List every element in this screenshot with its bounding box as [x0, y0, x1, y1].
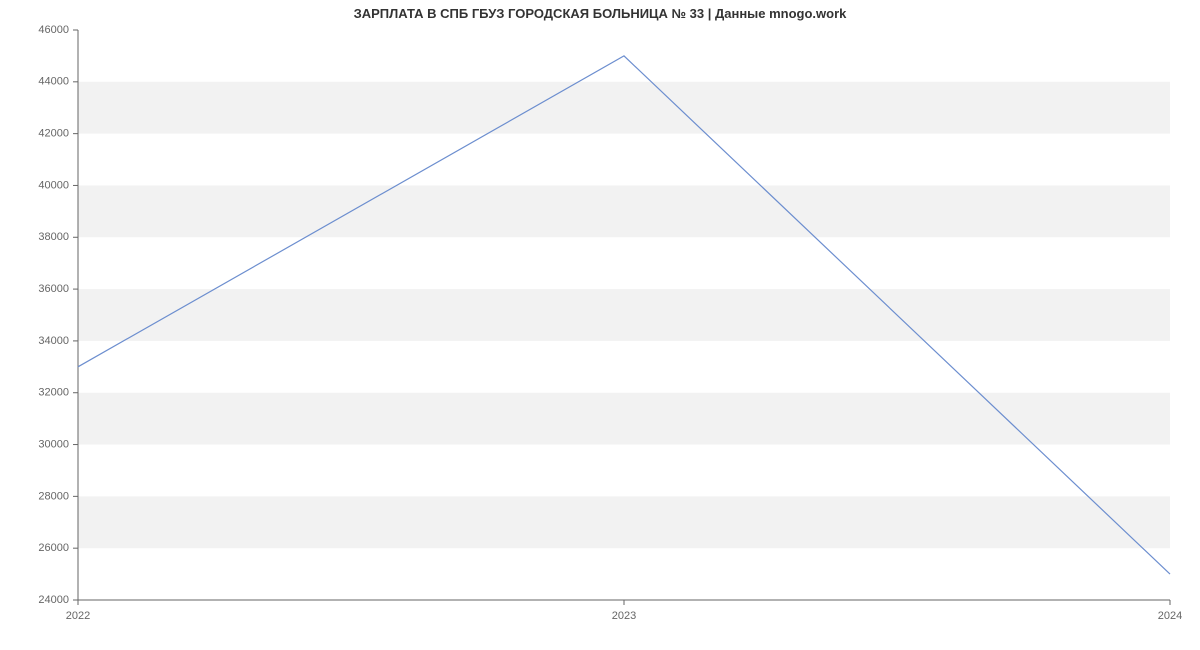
y-tick-label: 36000: [38, 283, 69, 295]
y-tick-label: 26000: [38, 542, 69, 554]
x-tick-label: 2023: [612, 610, 636, 622]
y-tick-label: 44000: [38, 76, 69, 88]
y-tick-label: 28000: [38, 490, 69, 502]
y-tick-label: 46000: [38, 24, 69, 36]
y-tick-label: 34000: [38, 335, 69, 347]
chart-container: ЗАРПЛАТА В СПБ ГБУЗ ГОРОДСКАЯ БОЛЬНИЦА №…: [0, 0, 1200, 650]
y-tick-label: 32000: [38, 387, 69, 399]
x-tick-label: 2022: [66, 610, 90, 622]
y-tick-label: 30000: [38, 438, 69, 450]
y-tick-label: 40000: [38, 179, 69, 191]
x-tick-label: 2024: [1158, 610, 1182, 622]
line-chart: 24000 26000 28000 30000 32000 34000 36000 38000…: [0, 0, 1200, 650]
y-tick-label: 38000: [38, 231, 69, 243]
y-tick-label: 24000: [38, 594, 69, 606]
y-tick-label: 42000: [38, 128, 69, 140]
chart-title: ЗАРПЛАТА В СПБ ГБУЗ ГОРОДСКАЯ БОЛЬНИЦА №…: [0, 6, 1200, 21]
